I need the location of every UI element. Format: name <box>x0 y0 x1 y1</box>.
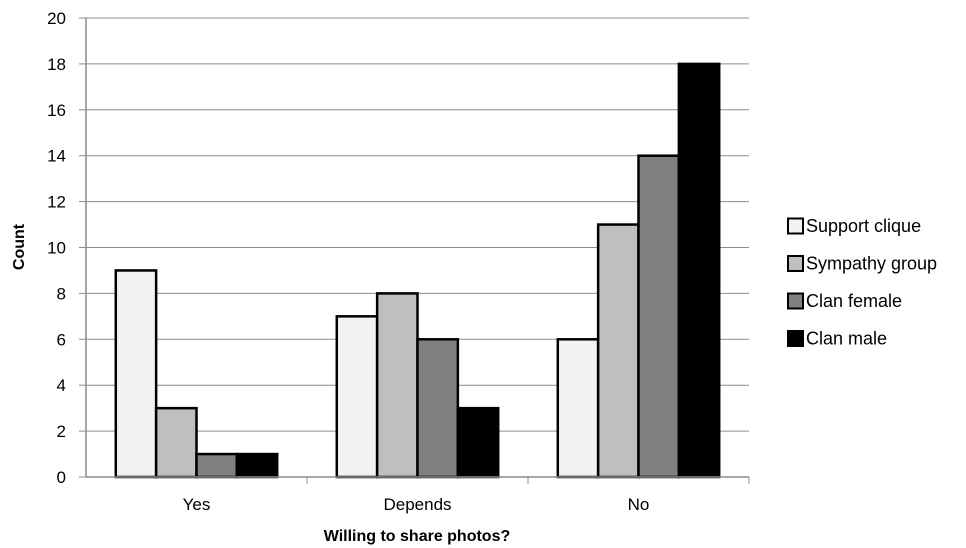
legend-swatch <box>787 330 804 347</box>
x-category-label: Depends <box>383 495 451 514</box>
x-axis-title: Willing to share photos? <box>324 528 511 545</box>
bar-support-clique-yes <box>114 269 158 479</box>
legend-label: Sympathy group <box>806 254 937 274</box>
bar-sympathy-group-depends <box>375 292 419 479</box>
bar-sympathy-group-yes <box>154 406 198 479</box>
bar-clan-female-yes <box>195 452 239 479</box>
legend-swatch <box>787 255 804 272</box>
legend-label: Clan male <box>806 329 887 349</box>
y-tick-label: 14 <box>47 147 66 166</box>
legend-label: Support clique <box>806 216 921 236</box>
x-category-label: Yes <box>183 495 211 514</box>
bar-sympathy-group-no <box>596 223 640 479</box>
x-category-label: No <box>628 495 650 514</box>
y-tick-label: 20 <box>47 9 66 28</box>
y-axis-title: Count <box>11 223 28 270</box>
y-tick-label: 12 <box>47 193 66 212</box>
legend-swatch <box>787 217 804 235</box>
bar-clan-male-no <box>677 62 721 479</box>
y-tick-label: 2 <box>57 422 66 441</box>
legend-label: Clan female <box>806 291 902 311</box>
legend-swatch <box>787 292 804 310</box>
y-tick-label: 10 <box>47 239 66 258</box>
y-tick-label: 16 <box>47 101 66 120</box>
bar-clan-male-yes <box>235 452 279 479</box>
y-tick-label: 6 <box>57 330 66 349</box>
y-tick-label: 18 <box>47 55 66 74</box>
legend: Support clique Sympathy group Clan female C… <box>787 216 937 349</box>
bar-clan-female-no <box>637 154 681 479</box>
y-tick-labels: 0 2 4 6 8 10 12 14 16 18 20 <box>47 9 66 487</box>
x-category-labels: Yes Depends No <box>183 477 750 514</box>
y-tick-label: 0 <box>57 468 66 487</box>
bar-clan-female-depends <box>416 338 460 479</box>
bars <box>114 62 721 479</box>
y-tick-label: 8 <box>57 284 66 303</box>
bar-support-clique-no <box>556 338 600 479</box>
y-tick-label: 4 <box>57 376 66 395</box>
bar-support-clique-depends <box>335 315 379 479</box>
bar-clan-male-depends <box>456 406 500 479</box>
